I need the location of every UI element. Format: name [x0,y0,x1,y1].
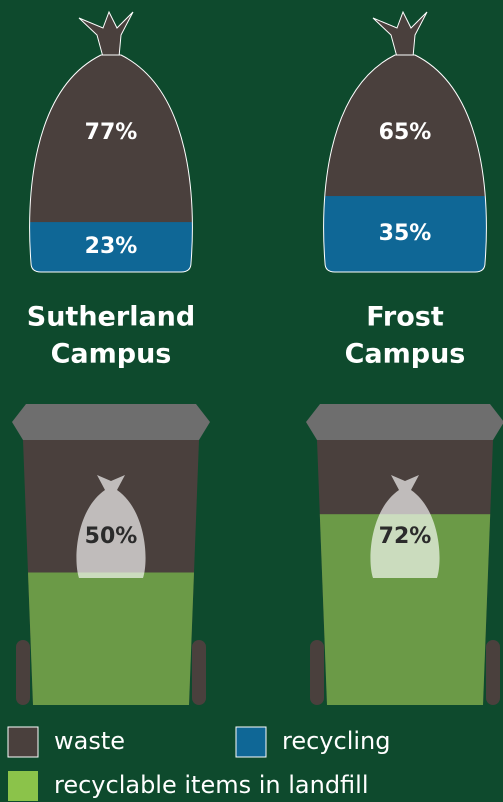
waste-label: 77% [85,120,138,145]
landfill-label: 50% [85,524,138,549]
bin-lid [306,404,503,440]
bin-wheel [16,640,30,705]
legend-swatch [8,727,38,757]
campus-name: Frost [366,302,444,333]
legend-swatch [8,771,38,801]
landfill-fill [21,573,201,706]
bag-knot [79,12,133,57]
legend-label: recyclable items in landfill [54,771,369,799]
bin-wheel [486,640,500,705]
legend-label: recycling [282,727,390,755]
campus-name: Campus [345,339,466,370]
bin-wheel [310,640,324,705]
waste-label: 65% [379,120,432,145]
legend-label: waste [54,727,125,755]
bin-wheel [192,640,206,705]
campus-name: Sutherland [27,302,195,333]
bag-knot [373,12,427,57]
campus-name: Campus [51,339,172,370]
recycling-label: 23% [85,234,138,259]
bin-lid [12,404,210,440]
landfill-label: 72% [379,524,432,549]
infographic: 77% 23% Sutherland Campus 50% 65% 35% Frost Camp… [0,0,503,802]
legend-swatch [236,727,266,757]
recycling-label: 35% [379,221,432,246]
